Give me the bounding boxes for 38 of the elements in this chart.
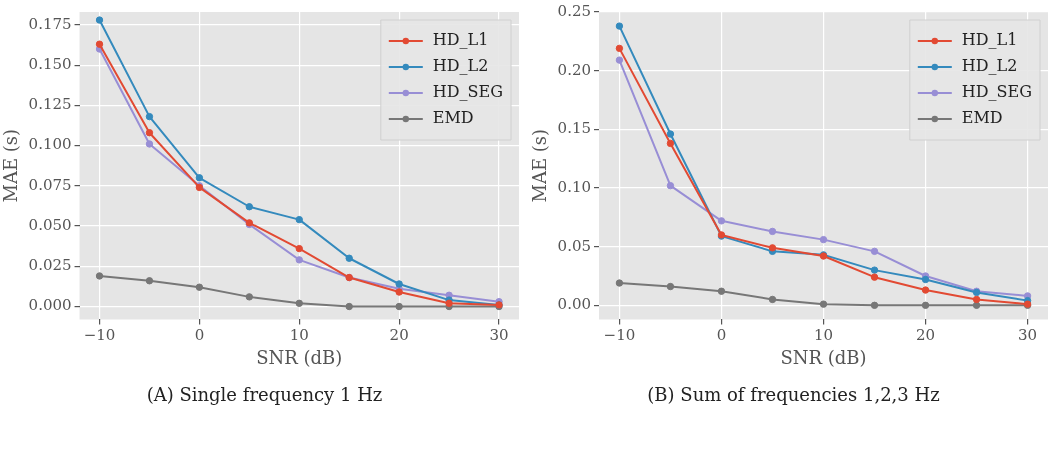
y-axis-title: MAE (s) <box>0 128 22 203</box>
legend-label: HD_SEG <box>961 82 1032 102</box>
y-tick-label: 0.10 <box>557 177 591 196</box>
x-tick-label: 10 <box>289 326 309 345</box>
legend-label: HD_L1 <box>432 30 489 50</box>
legend-label: EMD <box>432 108 474 128</box>
y-tick-label: 0.15 <box>557 119 591 138</box>
y-tick-label: 0.000 <box>28 296 72 315</box>
y-tick-label: 0.050 <box>28 215 72 234</box>
x-tick-label: −10 <box>83 326 116 345</box>
text: (A) Single frequency 1 Hz <box>145 384 384 405</box>
y-tick-label: 0.00 <box>557 295 591 314</box>
legend-label: HD_SEG <box>432 82 503 102</box>
y-tick-label: 0.25 <box>557 1 591 20</box>
y-tick-label: 0.05 <box>557 236 591 255</box>
y-tick-label: 0.075 <box>28 175 72 194</box>
y-axis-title: MAE (s) <box>529 128 551 203</box>
y-tick-label: 0.100 <box>28 135 72 154</box>
y-tick-label: 0.20 <box>557 60 591 79</box>
legend-label: HD_L2 <box>961 56 1018 76</box>
y-tick-label: 0.125 <box>28 95 72 114</box>
legend-label: HD_L2 <box>432 56 489 76</box>
y-tick-label: 0.025 <box>28 256 72 275</box>
x-tick-label: 20 <box>916 326 936 345</box>
legend-label: HD_L1 <box>961 30 1018 50</box>
x-tick-label: 0 <box>194 326 205 345</box>
x-axis-title: SNR (dB) <box>256 346 343 368</box>
y-tick-label: 0.150 <box>28 55 72 73</box>
x-tick-label: 30 <box>489 326 509 345</box>
x-tick-label: 10 <box>813 326 834 345</box>
legend-label: EMD <box>961 108 1003 128</box>
x-tick-label: 0 <box>716 326 727 345</box>
y-tick-label: 0.175 <box>28 14 72 33</box>
x-tick-label: −10 <box>603 326 636 345</box>
text: (B) Sum of frequencies 1,2,3 Hz <box>646 384 941 405</box>
x-tick-label: 30 <box>1018 326 1038 345</box>
x-axis-title: SNR (dB) <box>780 346 867 368</box>
x-tick-label: 20 <box>389 326 409 345</box>
